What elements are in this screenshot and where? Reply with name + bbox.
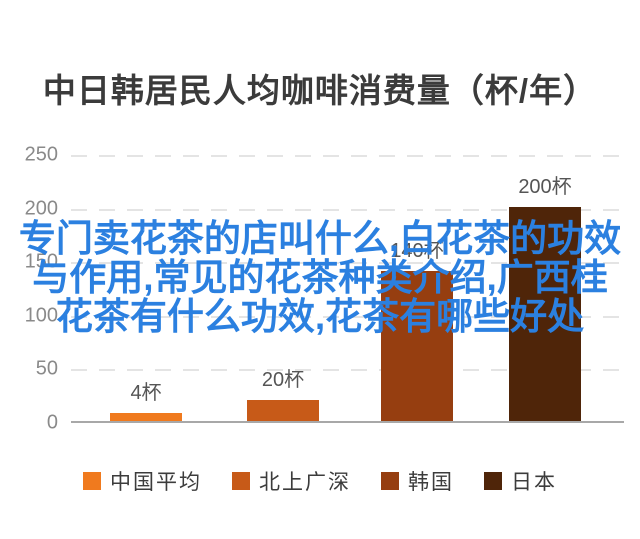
bar-中国平均: 4杯: [110, 382, 182, 421]
legend-swatch-icon: [83, 472, 101, 490]
legend-item-北上广深: 北上广深: [232, 466, 351, 496]
plot-area: 250 200 150 100 50 0 4杯 20杯 140杯 200杯: [0, 144, 640, 434]
legend-label: 日本: [511, 471, 557, 494]
bar-韩国: 140杯: [381, 240, 453, 421]
legend-swatch-icon: [484, 472, 502, 490]
legend-label: 中国平均: [110, 471, 202, 494]
legend-swatch-icon: [232, 472, 250, 490]
y-axis-tick-label: 50: [35, 357, 58, 380]
gridline: [71, 208, 624, 211]
legend-item-中国平均: 中国平均: [83, 466, 202, 496]
bar-value-label: 4杯: [130, 382, 162, 404]
legend: 中国平均 北上广深 韩国 日本: [0, 466, 640, 496]
gridline: [71, 262, 624, 265]
bar-value-label: 200杯: [518, 176, 572, 198]
y-axis-tick-label: 100: [24, 304, 58, 327]
y-axis-tick-label: 0: [46, 411, 58, 434]
y-axis-tick-label: 250: [24, 143, 58, 166]
chart-title: 中日韩居民人均咖啡消费量（杯/年）: [42, 72, 598, 109]
legend-label: 韩国: [408, 471, 454, 494]
y-axis-tick-label: 200: [24, 197, 58, 220]
legend-item-日本: 日本: [484, 466, 557, 496]
gridline: [71, 155, 624, 157]
bar-北上广深: 20杯: [247, 369, 319, 421]
bar-日本: 200杯: [509, 176, 581, 421]
legend-swatch-icon: [381, 472, 399, 490]
gridline: [71, 369, 624, 372]
bar-value-label: 140杯: [390, 240, 444, 262]
legend-label: 北上广深: [259, 471, 351, 494]
x-axis-line: [71, 421, 624, 423]
bar-value-label: 20杯: [261, 369, 305, 391]
y-axis-tick-label: 150: [24, 250, 58, 273]
legend-item-韩国: 韩国: [381, 466, 454, 496]
gridline: [71, 315, 624, 318]
